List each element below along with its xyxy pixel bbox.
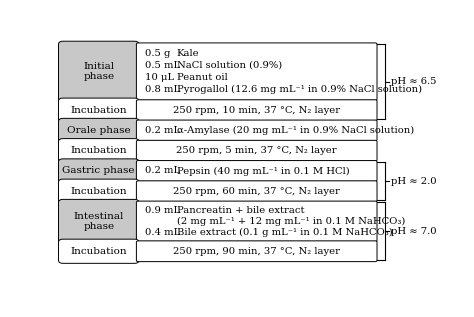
Text: 250 rpm, 10 min, 37 °C, N₂ layer: 250 rpm, 10 min, 37 °C, N₂ layer	[173, 106, 340, 115]
Text: Incubation: Incubation	[71, 187, 127, 196]
FancyBboxPatch shape	[137, 201, 377, 241]
Text: Intestinal
phase: Intestinal phase	[73, 211, 124, 231]
FancyBboxPatch shape	[58, 139, 139, 163]
FancyBboxPatch shape	[137, 181, 377, 202]
Text: (2 mg mL⁻¹ + 12 mg mL⁻¹ in 0.1 M NaHCO₃): (2 mg mL⁻¹ + 12 mg mL⁻¹ in 0.1 M NaHCO₃)	[177, 217, 405, 226]
Text: Gastric phase: Gastric phase	[63, 166, 135, 175]
Text: α-Amylase (20 mg mL⁻¹ in 0.9% NaCl solution): α-Amylase (20 mg mL⁻¹ in 0.9% NaCl solut…	[177, 126, 414, 135]
FancyBboxPatch shape	[58, 199, 139, 243]
Text: 0.9 mL: 0.9 mL	[145, 206, 180, 215]
Text: Pepsin (40 mg mL⁻¹ in 0.1 M HCl): Pepsin (40 mg mL⁻¹ in 0.1 M HCl)	[177, 166, 349, 176]
Text: pH ≈ 7.0: pH ≈ 7.0	[391, 227, 436, 236]
Text: 0.4 mL: 0.4 mL	[145, 228, 180, 236]
Text: Incubation: Incubation	[71, 247, 127, 256]
Text: Peanut oil: Peanut oil	[177, 73, 228, 82]
Text: Initial
phase: Initial phase	[83, 62, 114, 81]
FancyBboxPatch shape	[58, 179, 139, 203]
Text: 250 rpm, 90 min, 37 °C, N₂ layer: 250 rpm, 90 min, 37 °C, N₂ layer	[173, 247, 340, 256]
Text: NaCl solution (0.9%): NaCl solution (0.9%)	[177, 61, 282, 70]
Text: pH ≈ 6.5: pH ≈ 6.5	[391, 77, 436, 86]
Text: 0.5 mL: 0.5 mL	[145, 61, 180, 70]
FancyBboxPatch shape	[137, 241, 377, 262]
FancyBboxPatch shape	[137, 100, 377, 120]
FancyBboxPatch shape	[58, 41, 139, 102]
Text: Pancreatin + bile extract: Pancreatin + bile extract	[177, 206, 304, 215]
Text: 0.2 mL: 0.2 mL	[145, 166, 180, 175]
Text: 0.5 g: 0.5 g	[145, 49, 170, 58]
Text: Pyrogallol (12.6 mg mL⁻¹ in 0.9% NaCl solution): Pyrogallol (12.6 mg mL⁻¹ in 0.9% NaCl so…	[177, 85, 422, 94]
Text: 0.8 mL: 0.8 mL	[145, 85, 180, 94]
FancyBboxPatch shape	[58, 98, 139, 122]
Text: 250 rpm, 60 min, 37 °C, N₂ layer: 250 rpm, 60 min, 37 °C, N₂ layer	[173, 187, 340, 196]
FancyBboxPatch shape	[58, 159, 139, 183]
FancyBboxPatch shape	[58, 239, 139, 263]
Text: Incubation: Incubation	[71, 106, 127, 115]
Text: 0.2 mL: 0.2 mL	[145, 126, 180, 135]
Text: 250 rpm, 5 min, 37 °C, N₂ layer: 250 rpm, 5 min, 37 °C, N₂ layer	[176, 146, 337, 155]
Text: Orale phase: Orale phase	[67, 126, 130, 135]
Text: Kale: Kale	[177, 49, 200, 58]
Text: Incubation: Incubation	[71, 146, 127, 155]
Text: 10 μL: 10 μL	[145, 73, 174, 82]
FancyBboxPatch shape	[137, 43, 377, 100]
Text: Bile extract (0.1 g mL⁻¹ in 0.1 M NaHCO₃): Bile extract (0.1 g mL⁻¹ in 0.1 M NaHCO₃…	[177, 228, 392, 236]
FancyBboxPatch shape	[137, 140, 377, 161]
FancyBboxPatch shape	[137, 161, 377, 181]
Text: pH ≈ 2.0: pH ≈ 2.0	[391, 177, 436, 185]
FancyBboxPatch shape	[58, 118, 139, 143]
FancyBboxPatch shape	[137, 120, 377, 141]
